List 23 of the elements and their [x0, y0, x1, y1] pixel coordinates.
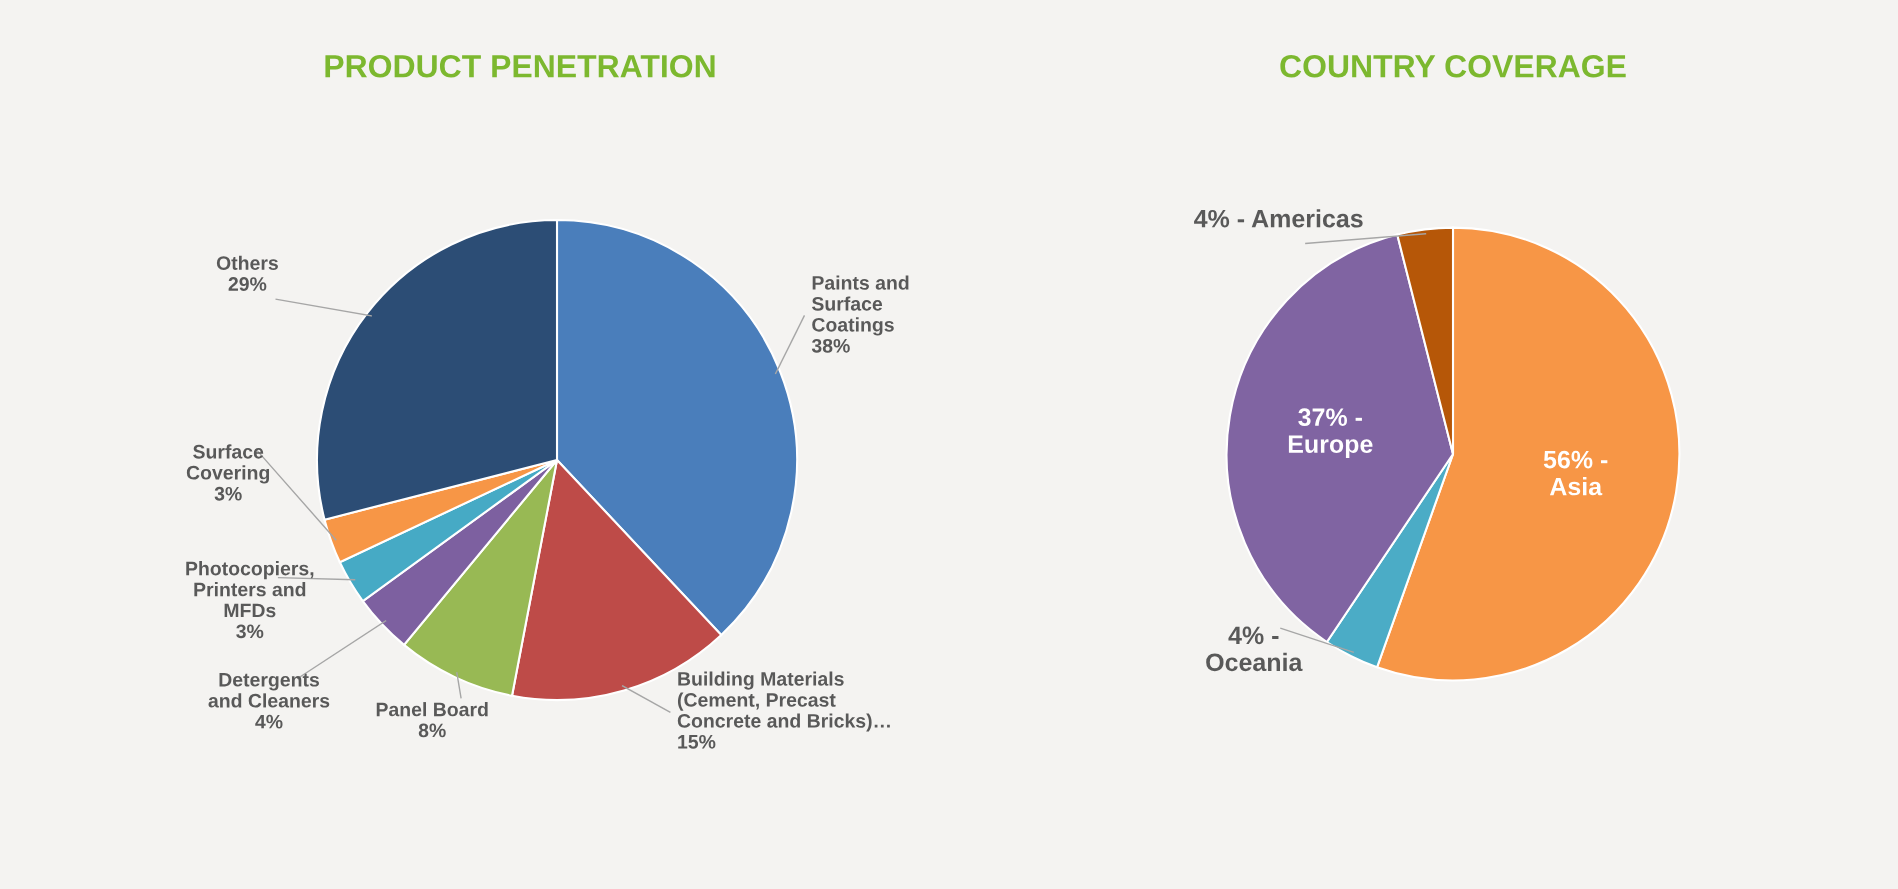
slice-label: Others	[216, 255, 278, 270]
slice-label: Panel Board	[376, 702, 488, 717]
data-label: 56% -	[1543, 450, 1608, 469]
data-label: 38%	[811, 338, 850, 353]
slice-label: Asia	[1549, 477, 1603, 496]
data-label: 3%	[236, 624, 264, 639]
data-label: 29%	[228, 277, 267, 291]
chart-title: COUNTRY COVERAGE	[1280, 54, 1626, 78]
data-label: 3%	[214, 486, 242, 501]
chart-title: PRODUCT PENETRATION	[325, 54, 715, 78]
slice-label: Paints and Surface Coatings	[811, 275, 909, 336]
data-label: 15%	[678, 734, 716, 749]
slice-label: Oceania	[1206, 652, 1303, 672]
data-label: 8%	[418, 723, 446, 738]
data-label: 37% -	[1298, 408, 1362, 427]
slice-label: Europe	[1288, 435, 1373, 458]
slice-label: Building Materials (Cement, Precast Concrete and Bricks)…	[677, 671, 890, 732]
data-label: 4% -	[1228, 626, 1279, 645]
slice-label: Detergents and Cleaners	[208, 673, 330, 708]
slice-label: Surface Covering	[186, 444, 270, 484]
data-label: 4%	[255, 714, 283, 729]
slice-label: Photocopiers, Printers and MFDs	[186, 561, 314, 618]
slice-label: 4% - Americas	[1194, 209, 1363, 228]
